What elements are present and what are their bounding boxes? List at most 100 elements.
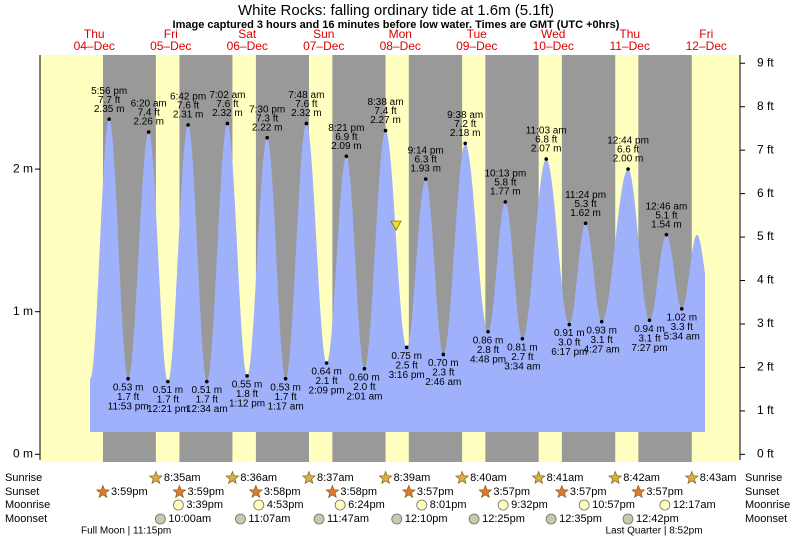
tide-point xyxy=(126,376,130,381)
tide-label: 2.5 ft xyxy=(396,360,418,371)
tide-label: 11:24 pm xyxy=(565,190,606,201)
tide-label: 5.1 ft xyxy=(655,210,677,221)
tide-label: 7:30 pm xyxy=(249,104,285,115)
moonrise-time: 9:32pm xyxy=(511,499,548,511)
row-label: Sunrise xyxy=(5,472,42,484)
y2-tick-label: 9 ft xyxy=(757,55,774,69)
tide-label: 1.62 m xyxy=(570,208,601,219)
tide-point xyxy=(423,177,428,181)
day-date: 05–Dec xyxy=(150,39,191,53)
tide-point xyxy=(265,135,269,140)
current-level-marker xyxy=(390,220,402,231)
row-label-right: Sunset xyxy=(745,486,779,498)
day-date: 11–Dec xyxy=(610,39,650,53)
sunrise-icon xyxy=(454,470,470,485)
sunrise-time: 8:42am xyxy=(623,472,660,484)
tide-label: 7.7 ft xyxy=(98,95,120,106)
tide-point xyxy=(324,361,329,365)
moonrise-time: 10:57pm xyxy=(592,499,635,511)
tide-point xyxy=(567,322,572,327)
tide-label: 6.3 ft xyxy=(415,155,437,166)
tide-label: 3:34 am xyxy=(504,361,540,372)
y2-tick-label: 2 ft xyxy=(757,360,774,374)
tide-label: 5.3 ft xyxy=(574,199,596,210)
tide-point xyxy=(626,167,630,171)
sunset-time: 3:57pm xyxy=(570,486,607,498)
tide-label: 0.94 m xyxy=(634,324,665,335)
day-name: Thu xyxy=(619,27,640,41)
day-date: 09–Dec xyxy=(456,39,497,53)
day-date: 08–Dec xyxy=(380,39,421,53)
tide-label: 12:46 am xyxy=(646,201,688,212)
day-name: Thu xyxy=(84,27,105,41)
tide-label: 0.93 m xyxy=(586,325,617,336)
row-label: Moonrise xyxy=(5,499,50,511)
tide-label: 2.1 ft xyxy=(315,376,337,387)
tide-label: 6.6 ft xyxy=(617,145,639,156)
y-tick-label: 1 m xyxy=(13,304,33,318)
tide-label: 7:02 am xyxy=(209,90,245,101)
tide-label: 2.22 m xyxy=(252,122,283,133)
tide-label: 2.3 ft xyxy=(432,368,454,379)
tide-point xyxy=(404,345,409,350)
row-label-right: Moonset xyxy=(745,513,787,525)
tide-label: 2.7 ft xyxy=(511,352,533,363)
sunrise-icon xyxy=(531,470,546,485)
tide-label: 1.77 m xyxy=(490,187,521,198)
tide-label: 1.7 ft xyxy=(157,395,179,406)
moonset-time: 11:47am xyxy=(327,513,369,525)
tide-point xyxy=(107,117,111,121)
tide-label: 7.2 ft xyxy=(454,119,476,130)
moonrise-time: 8:01pm xyxy=(430,499,467,511)
moonset-time: 12:35pm xyxy=(559,513,602,525)
tide-label: 1.8 ft xyxy=(236,389,258,400)
tide-point xyxy=(486,329,490,334)
tide-label: 7:27 pm xyxy=(631,343,667,354)
day-date: 04–Dec xyxy=(74,39,115,53)
tide-label: 5:34 am xyxy=(664,331,700,342)
row-label-right: Sunrise xyxy=(745,472,782,484)
tide-label: 6:20 am xyxy=(131,99,167,110)
tide-label: 1.7 ft xyxy=(117,392,139,403)
tide-label: 7:48 am xyxy=(288,90,324,101)
tide-label: 1.93 m xyxy=(410,164,441,175)
moonset-time: 12:25pm xyxy=(482,513,525,525)
row-label-right: Moonrise xyxy=(745,499,790,511)
y2-tick-label: 1 ft xyxy=(757,403,774,417)
moonrise-icon xyxy=(253,499,265,511)
moonset-icon xyxy=(154,513,166,525)
day-date: 12–Dec xyxy=(686,39,727,53)
sunset-icon xyxy=(401,484,416,499)
day-name: Sun xyxy=(313,27,334,41)
sunset-time: 3:59pm xyxy=(187,486,224,498)
tide-label: 3.1 ft xyxy=(638,333,660,344)
moon-phase: Full Moon | 11:15pm xyxy=(81,526,171,537)
tide-label: 0.60 m xyxy=(349,372,380,383)
day-date: 10–Dec xyxy=(533,39,574,53)
sunrise-time: 8:36am xyxy=(240,472,277,484)
tide-point xyxy=(146,130,151,134)
tide-point xyxy=(362,366,367,371)
tide-point xyxy=(383,128,388,133)
day-name: Mon xyxy=(389,27,412,41)
tide-label: 7.4 ft xyxy=(374,106,396,117)
sunrise-time: 8:39am xyxy=(394,472,431,484)
tide-label: 2.32 m xyxy=(212,108,243,119)
tide-label: 2:46 am xyxy=(425,377,461,388)
tide-label: 2:09 pm xyxy=(309,386,345,397)
tide-point xyxy=(304,121,309,126)
tide-label: 0.64 m xyxy=(311,367,342,378)
tide-label: 0.51 m xyxy=(153,385,184,396)
moonrise-icon xyxy=(497,499,509,511)
day-date: 07–Dec xyxy=(303,39,344,53)
moonrise-time: 12:17am xyxy=(673,499,716,511)
tide-label: 12:44 pm xyxy=(607,136,649,147)
tide-point xyxy=(599,319,604,324)
moonrise-time: 4:53pm xyxy=(267,499,304,511)
day-date: 06–Dec xyxy=(227,39,268,53)
sunset-time: 3:57pm xyxy=(417,486,454,498)
tide-point xyxy=(245,374,249,378)
y2-tick-label: 3 ft xyxy=(757,316,774,330)
chart-title: White Rocks: falling ordinary tide at 1.… xyxy=(238,2,554,19)
moonrise-icon xyxy=(659,499,671,511)
